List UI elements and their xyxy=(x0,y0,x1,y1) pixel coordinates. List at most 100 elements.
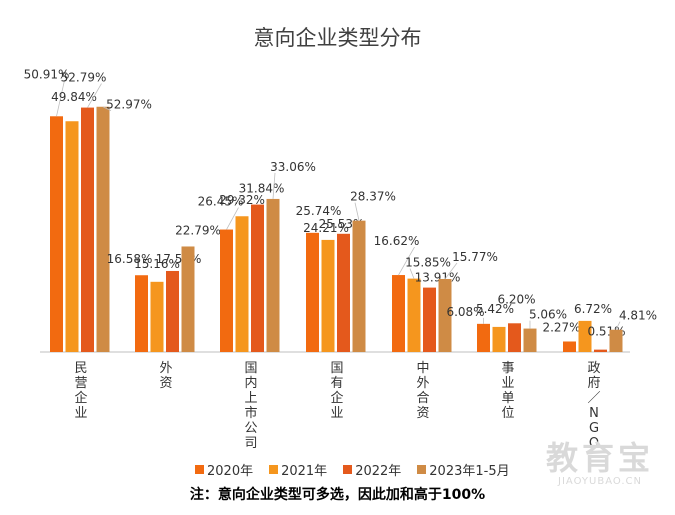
data-label-2-1: 29.32% xyxy=(219,193,265,207)
category-label-1-char-1: 资 xyxy=(159,376,172,391)
category-label-4-char-0: 中 xyxy=(416,361,429,376)
leader-line-3-3 xyxy=(354,202,360,221)
bar-3-2 xyxy=(337,233,350,352)
data-label-4-2: 13.91% xyxy=(415,271,461,285)
data-label-6-1: 6.72% xyxy=(574,302,612,316)
category-label-0-char-1: 营 xyxy=(74,376,87,391)
category-label-4-char-3: 资 xyxy=(416,406,429,421)
category-label-5-char-3: 位 xyxy=(501,406,514,421)
bar-6-1 xyxy=(578,320,592,352)
data-label-5-2: 6.20% xyxy=(497,292,535,306)
bar-6-2 xyxy=(594,349,607,352)
data-label-0-3: 52.97% xyxy=(106,98,152,112)
data-label-3-3: 28.37% xyxy=(350,190,396,204)
leader-line-0-0 xyxy=(56,80,65,117)
bar-4-3 xyxy=(438,278,452,352)
category-label-2-char-4: 公 xyxy=(244,421,257,436)
category-label-6-char-1: 府 xyxy=(587,376,600,391)
legend-label-2022: 2022年 xyxy=(355,464,402,479)
data-label-0-0: 50.91% xyxy=(24,67,70,81)
leader-line-2-3 xyxy=(272,172,276,199)
category-label-0-char-3: 业 xyxy=(74,406,87,421)
data-label-5-0: 6.08% xyxy=(446,305,484,319)
legend-label-2021: 2021年 xyxy=(281,464,328,479)
data-label-2-2: 31.84% xyxy=(239,182,285,196)
legend-item-2023: 2023年1-5月 xyxy=(417,460,510,479)
data-label-2-0: 26.45% xyxy=(198,195,244,209)
category-label-0-char-0: 民 xyxy=(74,361,87,376)
category-label-5-char-2: 单 xyxy=(501,391,514,406)
bar-6-3 xyxy=(609,329,623,352)
data-label-3-0: 25.74% xyxy=(296,204,342,218)
bar-1-3 xyxy=(181,246,195,352)
category-label-6-char-4: G xyxy=(589,421,599,436)
category-label-6-char-5: O xyxy=(589,436,599,451)
footnote: 注：意向企业类型可多选，因此加和高于100% xyxy=(189,487,486,503)
bar-1-1 xyxy=(150,281,164,352)
legend-label-2023: 2023年1-5月 xyxy=(429,464,510,479)
legend-swatch-2020 xyxy=(195,465,204,474)
bar-4-0 xyxy=(392,275,405,352)
data-label-4-3: 15.77% xyxy=(452,250,498,264)
category-label-2-char-5: 司 xyxy=(244,436,257,451)
category-label-3-char-2: 企 xyxy=(330,390,343,406)
legend-label-2020: 2020年 xyxy=(207,464,254,479)
data-label-5-1: 5.42% xyxy=(476,302,514,316)
legend: 2020年 2021年 2022年 2023年1-5月 xyxy=(195,460,510,479)
data-label-1-0: 16.58% xyxy=(107,252,153,266)
leader-line-4-1 xyxy=(409,268,415,279)
category-label-4-char-2: 合 xyxy=(416,391,429,406)
bar-0-1 xyxy=(65,121,79,352)
category-label-6-char-0: 政 xyxy=(587,361,600,376)
bar-2-3 xyxy=(266,198,280,352)
bar-3-0 xyxy=(306,232,319,352)
data-label-4-0: 16.62% xyxy=(374,234,420,248)
category-label-2-char-2: 上 xyxy=(244,391,257,406)
watermark-subtext: JIAOYUBAO.CN xyxy=(558,476,642,487)
data-label-5-3: 5.06% xyxy=(529,308,567,322)
bar-5-0 xyxy=(477,323,490,352)
leader-line-0-3 xyxy=(102,106,112,112)
bar-5-1 xyxy=(492,326,506,352)
data-label-2-3: 33.06% xyxy=(270,160,316,174)
category-label-2-char-3: 市 xyxy=(244,405,257,421)
bar-0-2 xyxy=(81,107,94,352)
bar-5-3 xyxy=(523,328,537,352)
legend-swatch-2023 xyxy=(417,465,427,474)
legend-item-2022: 2022年 xyxy=(343,460,401,479)
legend-item-2020: 2020年 xyxy=(195,460,253,479)
category-label-3-char-3: 业 xyxy=(330,406,343,421)
legend-item-2021: 2021年 xyxy=(269,460,327,479)
leader-line-4-3 xyxy=(444,262,458,280)
bar-4-2 xyxy=(423,287,436,352)
data-label-1-1: 15.16% xyxy=(134,257,180,271)
category-label-6-char-3: N xyxy=(589,406,599,421)
data-label-6-3: 4.81% xyxy=(619,309,657,323)
bar-2-1 xyxy=(235,216,249,352)
category-label-6-char-2: ／ xyxy=(587,391,600,406)
bar-4-1 xyxy=(407,278,421,352)
bar-3-1 xyxy=(321,239,335,352)
data-label-0-2: 52.79% xyxy=(61,71,107,85)
data-label-6-0: 2.27% xyxy=(542,320,580,334)
leader-line-6-3 xyxy=(615,321,621,330)
data-label-4-1: 15.85% xyxy=(405,256,451,270)
watermark-logo: 教育宝 JIAOYUBAO.CN xyxy=(535,440,665,487)
category-label-2-char-1: 内 xyxy=(244,375,257,391)
data-label-1-3: 22.79% xyxy=(175,223,221,237)
category-label-0-char-2: 企 xyxy=(74,390,87,406)
legend-swatch-2021 xyxy=(269,465,279,474)
bar-5-2 xyxy=(508,323,521,352)
bar-0-3 xyxy=(96,106,110,352)
chart-title: 意向企业类型分布 xyxy=(253,26,422,50)
bar-2-2 xyxy=(251,204,264,352)
category-label-2-char-0: 国 xyxy=(244,361,257,376)
category-label-5-char-0: 事 xyxy=(501,361,514,376)
bar-6-0 xyxy=(563,341,576,352)
leader-line-0-2 xyxy=(87,83,102,108)
category-label-1-char-0: 外 xyxy=(159,361,172,376)
watermark-text: 教育宝 xyxy=(545,439,654,477)
category-label-3-char-1: 有 xyxy=(330,376,343,391)
category-label-3-char-0: 国 xyxy=(330,361,343,376)
